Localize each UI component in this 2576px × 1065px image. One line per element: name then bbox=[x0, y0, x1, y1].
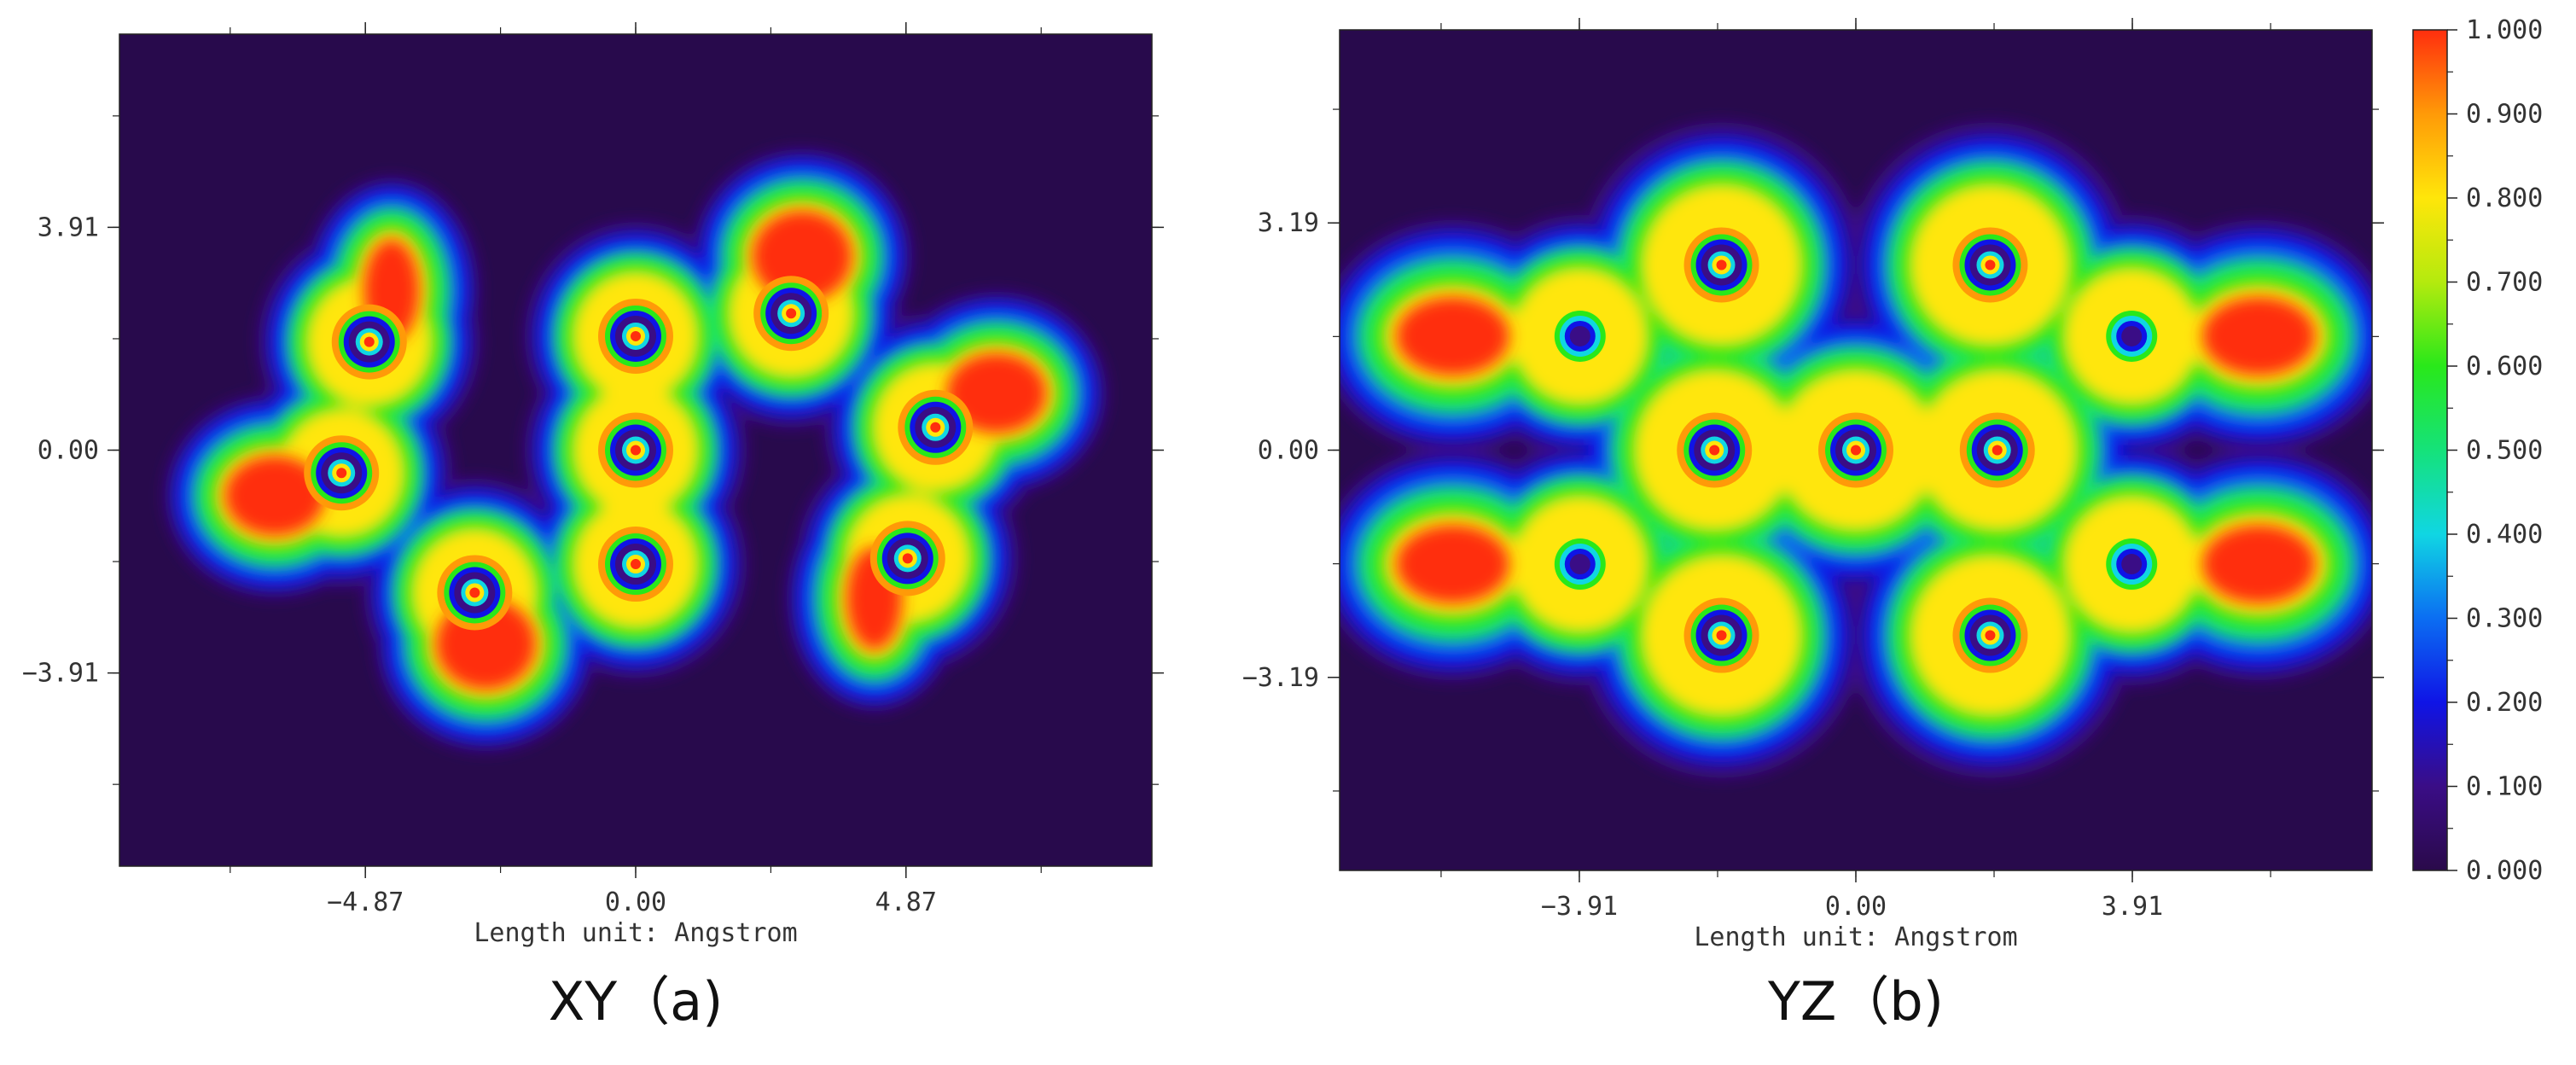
shell-ring bbox=[930, 422, 941, 433]
density-field bbox=[1340, 122, 2372, 778]
colorbar-label: 0.600 bbox=[2466, 352, 2543, 381]
nucleus-marker bbox=[753, 276, 829, 352]
shell-ring bbox=[1569, 325, 1590, 346]
colorbar-label: 0.900 bbox=[2466, 100, 2543, 130]
panel-xy: −4.87 0.00 4.87 3.91 0.00 −3.91 Length unit: A… bbox=[0, 0, 1212, 1062]
lobe-core bbox=[224, 456, 325, 536]
shell-ring bbox=[1985, 630, 1996, 641]
shell-ring bbox=[631, 330, 641, 341]
panel-caption: YZ（b) bbox=[1767, 970, 1944, 1033]
colorbar-label: 1.000 bbox=[2466, 15, 2543, 45]
lobe-core bbox=[1396, 297, 1509, 375]
colorbar-label: 0.300 bbox=[2466, 604, 2543, 634]
panel-caption: XY（a) bbox=[549, 970, 724, 1033]
nucleus-marker bbox=[598, 527, 673, 602]
x-tick-label: 4.87 bbox=[875, 888, 937, 917]
shell-ring bbox=[902, 553, 913, 564]
colorbar-label: 0.200 bbox=[2466, 688, 2543, 718]
lobe-core bbox=[2202, 525, 2316, 603]
nucleus-marker bbox=[1683, 227, 1759, 303]
shell-ring bbox=[2121, 554, 2143, 575]
lobe-cores bbox=[1396, 297, 2316, 603]
y-tick-label: 0.00 bbox=[1258, 436, 1319, 466]
shell-ring bbox=[631, 559, 641, 570]
nucleus-marker bbox=[1959, 412, 2035, 488]
nucleus-marker bbox=[437, 555, 513, 631]
colorbar-label: 0.100 bbox=[2466, 772, 2543, 802]
y-tick-label: 0.00 bbox=[38, 436, 99, 466]
nucleus-marker bbox=[869, 521, 945, 597]
colorbar bbox=[2412, 29, 2448, 871]
shell-ring bbox=[631, 445, 641, 456]
x-tick-label: 0.00 bbox=[605, 888, 666, 917]
y-tick-label: −3.91 bbox=[22, 659, 99, 689]
nucleus-marker bbox=[304, 435, 380, 511]
shell-ring bbox=[1569, 554, 1590, 575]
chart-xy: −4.87 0.00 4.87 3.91 0.00 −3.91 Length unit: A… bbox=[22, 22, 1164, 1033]
lobe-core bbox=[946, 352, 1047, 434]
x-tick-label: 3.91 bbox=[2102, 892, 2163, 922]
y-tick-label: −3.19 bbox=[1242, 663, 1319, 693]
x-tick-label: −4.87 bbox=[327, 888, 404, 917]
nucleus-marker bbox=[1818, 412, 1893, 488]
nucleus-marker bbox=[1952, 597, 2028, 673]
nucleus-marker bbox=[1952, 227, 2028, 303]
shell-ring bbox=[363, 336, 375, 347]
nucleus-marker bbox=[1677, 412, 1753, 488]
colorbar-label: 0.400 bbox=[2466, 520, 2543, 550]
shell-ring bbox=[1985, 259, 1996, 271]
chart-yz: −3.91 0.00 3.91 3.19 0.00 −3.19 Length unit: A… bbox=[1242, 15, 2544, 1033]
nucleus-marker bbox=[1554, 310, 1606, 362]
x-axis-label: Length unit: Angstrom bbox=[474, 918, 797, 948]
y-tick-label: 3.91 bbox=[38, 212, 99, 242]
shell-ring bbox=[469, 587, 480, 598]
shell-ring bbox=[2121, 325, 2143, 346]
colorbar-label: 0.500 bbox=[2466, 436, 2543, 466]
colorbar-label: 0.700 bbox=[2466, 268, 2543, 298]
lobe-core bbox=[1396, 525, 1509, 603]
nucleus-marker bbox=[2106, 538, 2158, 591]
panel-yz: −3.91 0.00 3.91 3.19 0.00 −3.19 Length unit: A… bbox=[1212, 0, 2576, 1062]
shell-ring bbox=[336, 468, 347, 479]
nucleus-marker bbox=[2106, 310, 2158, 362]
shell-ring bbox=[1709, 445, 1720, 456]
shell-ring bbox=[786, 308, 797, 319]
x-tick-label: −3.91 bbox=[1541, 892, 1618, 922]
lobe-cores bbox=[224, 211, 1047, 690]
nucleus-marker bbox=[1554, 538, 1606, 591]
nucleus-marker bbox=[598, 412, 673, 488]
density-field bbox=[165, 148, 1107, 752]
y-tick-label: 3.19 bbox=[1258, 208, 1319, 238]
shell-ring bbox=[1992, 445, 2003, 456]
x-tick-label: 0.00 bbox=[1825, 892, 1887, 922]
lobe-core bbox=[2202, 297, 2316, 375]
shell-ring bbox=[1716, 259, 1727, 271]
shell-ring bbox=[1851, 445, 1861, 456]
colorbar-label: 0.000 bbox=[2466, 856, 2543, 886]
nucleus-marker bbox=[331, 304, 407, 380]
shell-ring bbox=[1716, 630, 1727, 641]
nucleus-marker bbox=[898, 389, 974, 465]
nucleus-marker bbox=[598, 298, 673, 374]
nucleus-marker bbox=[1683, 597, 1759, 673]
x-axis-label: Length unit: Angstrom bbox=[1694, 922, 2017, 952]
colorbar-label: 0.800 bbox=[2466, 183, 2543, 213]
